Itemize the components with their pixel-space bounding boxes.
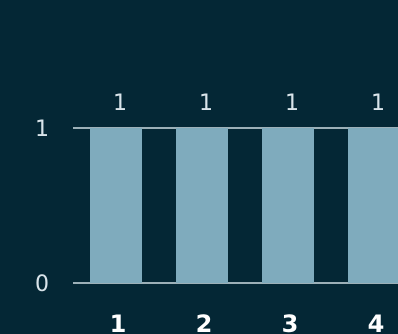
x-tick-labels: 1 2 3 4 (110, 310, 385, 334)
y-tick-label-0: 0 (35, 272, 49, 297)
data-label-2: 1 (199, 91, 213, 116)
data-label-3: 1 (285, 91, 299, 116)
data-labels: 1 1 1 1 (113, 91, 385, 116)
x-tick-label-2: 2 (196, 310, 213, 334)
bar-4 (348, 128, 398, 283)
y-tick-labels: 01 (35, 117, 49, 297)
bar-3 (262, 128, 314, 283)
bar-2 (176, 128, 228, 283)
x-tick-label-4: 4 (368, 310, 385, 334)
data-label-4: 1 (371, 91, 385, 116)
x-tick-label-1: 1 (110, 310, 127, 334)
bar-1 (90, 128, 142, 283)
bars-group (90, 128, 398, 283)
data-label-1: 1 (113, 91, 127, 116)
x-tick-label-3: 3 (282, 310, 299, 334)
y-tick-label-1: 1 (35, 117, 49, 142)
